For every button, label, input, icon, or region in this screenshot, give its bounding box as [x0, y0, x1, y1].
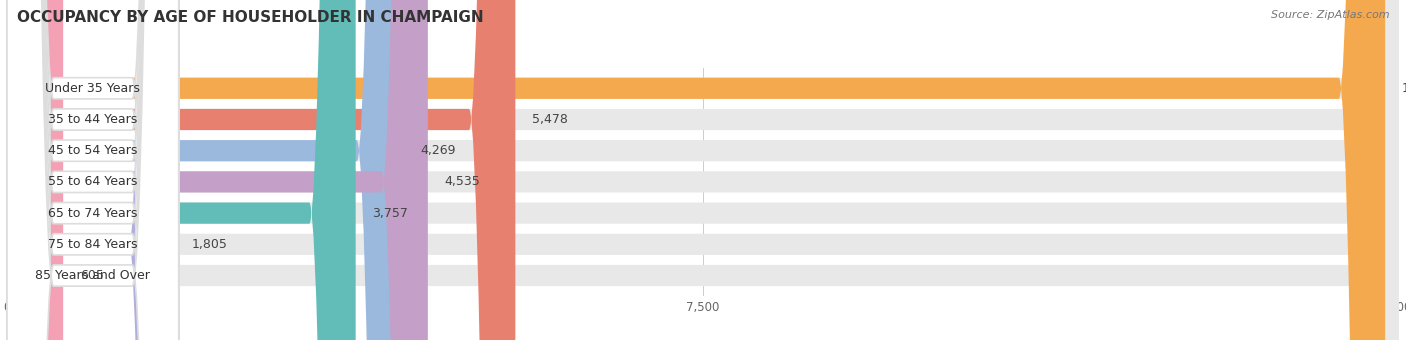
FancyBboxPatch shape: [7, 0, 1399, 340]
FancyBboxPatch shape: [7, 0, 179, 340]
FancyBboxPatch shape: [7, 0, 174, 340]
FancyBboxPatch shape: [7, 0, 356, 340]
FancyBboxPatch shape: [7, 0, 179, 340]
FancyBboxPatch shape: [7, 0, 1399, 340]
Text: Source: ZipAtlas.com: Source: ZipAtlas.com: [1271, 10, 1389, 20]
Text: 605: 605: [80, 269, 104, 282]
FancyBboxPatch shape: [7, 0, 1399, 340]
FancyBboxPatch shape: [7, 0, 427, 340]
FancyBboxPatch shape: [7, 0, 1399, 340]
Text: 55 to 64 Years: 55 to 64 Years: [48, 175, 138, 188]
FancyBboxPatch shape: [7, 0, 179, 340]
Text: 45 to 54 Years: 45 to 54 Years: [48, 144, 138, 157]
Text: 14,851: 14,851: [1402, 82, 1406, 95]
Text: 65 to 74 Years: 65 to 74 Years: [48, 207, 138, 220]
FancyBboxPatch shape: [7, 0, 179, 340]
FancyBboxPatch shape: [7, 0, 1385, 340]
FancyBboxPatch shape: [7, 0, 1399, 340]
Text: 1,805: 1,805: [191, 238, 228, 251]
FancyBboxPatch shape: [7, 0, 404, 340]
FancyBboxPatch shape: [7, 0, 179, 340]
FancyBboxPatch shape: [7, 0, 1399, 340]
FancyBboxPatch shape: [7, 0, 179, 340]
Text: 3,757: 3,757: [373, 207, 408, 220]
Text: 5,478: 5,478: [531, 113, 568, 126]
FancyBboxPatch shape: [7, 0, 179, 340]
Text: 4,535: 4,535: [444, 175, 481, 188]
Text: 85 Years and Over: 85 Years and Over: [35, 269, 150, 282]
FancyBboxPatch shape: [7, 0, 516, 340]
Text: 75 to 84 Years: 75 to 84 Years: [48, 238, 138, 251]
Text: Under 35 Years: Under 35 Years: [45, 82, 141, 95]
Text: 4,269: 4,269: [420, 144, 456, 157]
Text: OCCUPANCY BY AGE OF HOUSEHOLDER IN CHAMPAIGN: OCCUPANCY BY AGE OF HOUSEHOLDER IN CHAMP…: [17, 10, 484, 25]
Text: 35 to 44 Years: 35 to 44 Years: [48, 113, 138, 126]
FancyBboxPatch shape: [7, 0, 1399, 340]
FancyBboxPatch shape: [7, 0, 63, 340]
